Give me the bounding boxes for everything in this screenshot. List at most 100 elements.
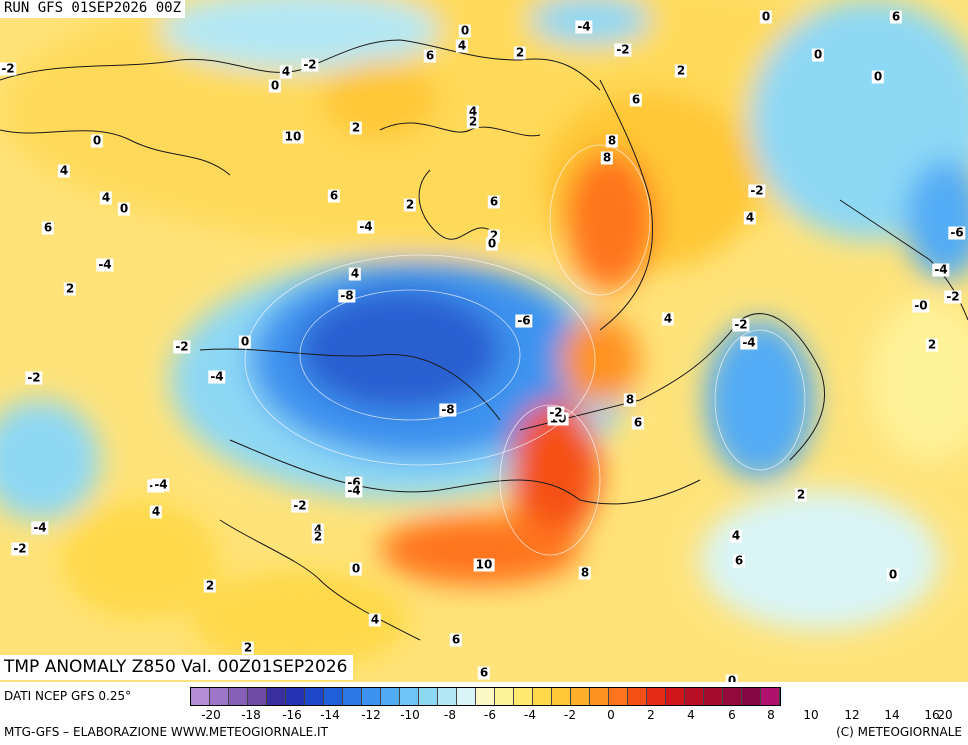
colorbar-swatch: [286, 688, 305, 705]
contour-label: 2: [63, 281, 77, 296]
contour-label: 6: [732, 553, 746, 568]
contour-label: 4: [455, 38, 469, 53]
contour-label: 2: [794, 487, 808, 502]
contour-label: -4: [932, 262, 950, 277]
contour-label: -2: [944, 289, 962, 304]
contour-label: 2: [403, 197, 417, 212]
contour-label: -4: [31, 520, 49, 535]
contour-label: 0: [886, 567, 900, 582]
contour-label: -6: [515, 313, 533, 328]
colorbar-tick-label: 2: [647, 708, 655, 722]
arctic-coast: [379, 122, 541, 137]
contour-label: -4: [575, 19, 593, 34]
contour-label: -2: [547, 405, 565, 420]
colorbar-tick-label: -2: [564, 708, 576, 722]
colorbar-tick-label: 10: [803, 708, 819, 722]
ne-cool-region: [750, 0, 968, 240]
contour-label: 4: [149, 504, 163, 519]
cold-core: [300, 290, 500, 410]
colorbar-swatch: [647, 688, 666, 705]
isotherm-minus4-east: [714, 329, 806, 471]
credits-label: MTG-GFS – ELABORAZIONE WWW.METEOGIORNALE…: [4, 725, 328, 739]
southern-coast: [219, 519, 421, 641]
contour-label: 2: [241, 640, 255, 655]
contour-label: 4: [368, 612, 382, 627]
anomaly-field: [0, 0, 968, 682]
contour-label: 2: [349, 120, 363, 135]
colorbar-swatch: [229, 688, 248, 705]
arctic-river: [599, 79, 654, 331]
colorbar-tick-label: -14: [320, 708, 340, 722]
colorbar-swatch: [742, 688, 761, 705]
colorbar-tick-label: 8: [767, 708, 775, 722]
east-cold-patch: [705, 320, 815, 480]
contour-label: 0: [811, 47, 825, 62]
contour-label: -4: [345, 483, 363, 498]
isotherm-10-south: [499, 404, 601, 556]
colorbar-tick-label: 16: [924, 708, 940, 722]
contour-label: 10: [473, 557, 495, 572]
contour-label: 6: [327, 188, 341, 203]
contour-label: 8: [600, 150, 614, 165]
contour-label: -2: [291, 498, 309, 513]
warm-ridge-mid: [560, 315, 640, 405]
contour-label: -4: [152, 477, 170, 492]
contour-label: -6: [948, 225, 966, 240]
isotherm-lines: [244, 144, 806, 556]
isotherm-10-north: [549, 144, 651, 296]
colorbar-swatch: [590, 688, 609, 705]
contour-label: 4: [279, 64, 293, 79]
contour-label: -2: [301, 57, 319, 72]
east-coast: [739, 313, 825, 461]
colorbar-tick-label: 6: [728, 708, 736, 722]
contour-label: -2: [25, 370, 43, 385]
colorbar-swatch: [628, 688, 647, 705]
colorbar-swatch: [476, 688, 495, 705]
contour-label: -0: [912, 298, 930, 313]
colorbar-tick-label: 12: [844, 708, 860, 722]
contour-label: 6: [629, 92, 643, 107]
contour-label: 4: [661, 311, 675, 326]
colorbar-swatch: [400, 688, 419, 705]
colorbar-swatch: [666, 688, 685, 705]
contour-label: 0: [349, 561, 363, 576]
colorbar-tick-label: 14: [884, 708, 900, 722]
contour-label: 8: [605, 133, 619, 148]
contour-label: -4: [740, 335, 758, 350]
isotherm-minus8: [299, 289, 521, 421]
colorbar-tick-label: -8: [444, 708, 456, 722]
contour-label: -4: [96, 257, 114, 272]
contour-label: -2: [0, 61, 17, 76]
se-cool: [700, 490, 940, 630]
contour-label: 0: [485, 236, 499, 251]
contour-label: 6: [487, 194, 501, 209]
peninsula-coast: [418, 169, 491, 240]
contour-label: -4: [357, 219, 375, 234]
contour-label: 2: [466, 114, 480, 129]
colorbar-swatch: [495, 688, 514, 705]
colorbar-swatch: [533, 688, 552, 705]
map-title: TMP ANOMALY Z850 Val. 00Z01SEP2026: [0, 655, 354, 680]
contour-label: 0: [268, 78, 282, 93]
contour-label: 6: [449, 632, 463, 647]
temperature-anomaly-map: -4 0 6 -2 0 4 2 6 2 0 -2 4 0 -2 0 6 4 2 8 2 0 8 10 4 4 0 2 6 -2 4 6 -4 6…: [0, 0, 968, 682]
data-source-label: DATI NCEP GFS 0.25°: [4, 689, 132, 703]
colorbar-swatch: [761, 688, 780, 705]
western-coast: [0, 129, 231, 176]
colorbar-swatch: [685, 688, 704, 705]
contour-label: 6: [423, 48, 437, 63]
contour-label: 4: [57, 163, 71, 178]
colorbar-swatch: [571, 688, 590, 705]
contour-label: -2: [173, 339, 191, 354]
northern-coast: [0, 39, 601, 91]
colorbar-swatch: [248, 688, 267, 705]
colorbar-swatch: [191, 688, 210, 705]
warm-band-south: [380, 515, 580, 585]
warm-ridge-north: [565, 150, 655, 290]
contour-label: 0: [871, 69, 885, 84]
colorbar-tick-label: 0: [607, 708, 615, 722]
border-central: [199, 348, 501, 421]
warm-core-south: [510, 400, 600, 540]
contour-label: -4: [208, 369, 226, 384]
contour-label: 4: [466, 104, 480, 119]
